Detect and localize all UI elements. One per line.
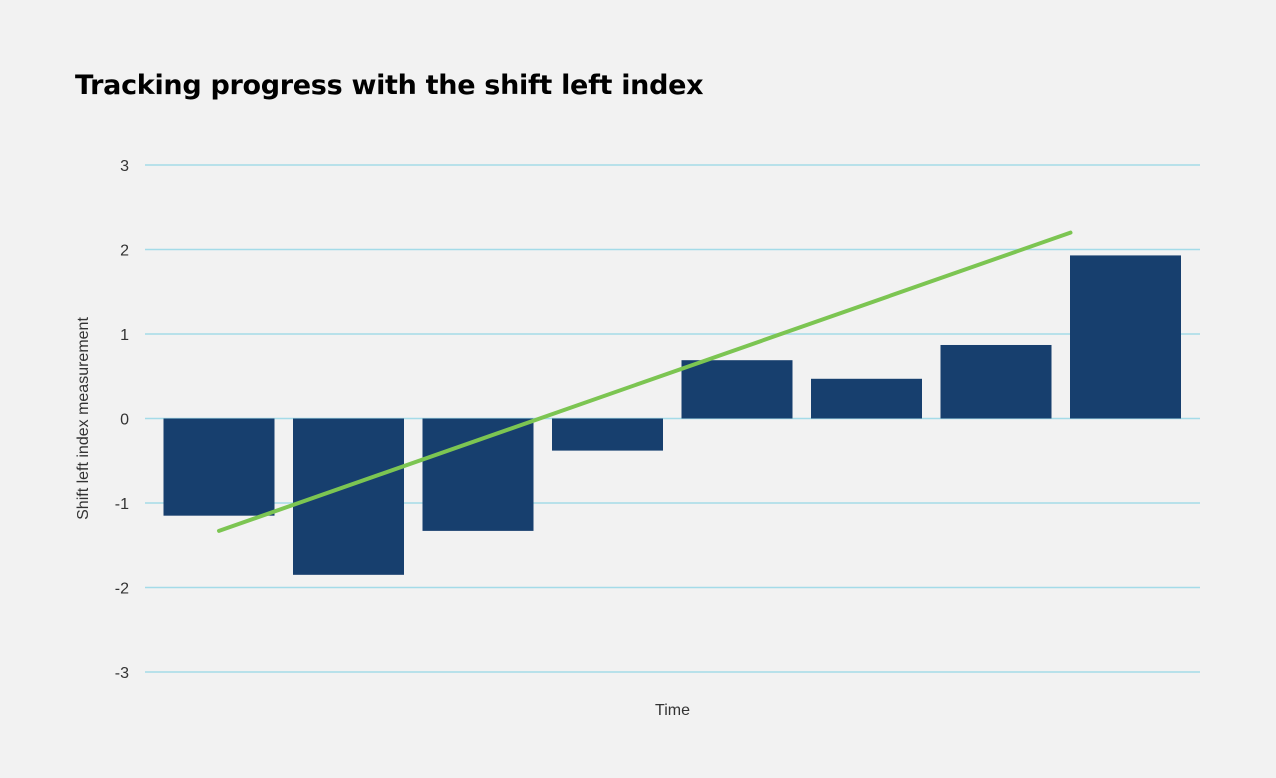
bar-1 [163, 418, 275, 516]
x-axis-label: Time [655, 702, 690, 719]
bars [163, 255, 1181, 575]
y-tick-label: -2 [115, 581, 129, 598]
y-tick-label: -3 [115, 665, 129, 682]
y-axis-label: Shift left index measurement [75, 317, 92, 520]
bar-5 [681, 360, 793, 419]
chart-title: Tracking progress with the shift left in… [75, 70, 704, 101]
bar-3 [422, 418, 534, 531]
y-tick-label: 2 [120, 243, 129, 260]
bar-8 [1070, 255, 1181, 419]
bar-7 [940, 344, 1052, 419]
y-tick-label: 0 [120, 412, 129, 429]
trend-line [217, 230, 1073, 533]
bar-6 [811, 378, 922, 419]
y-tick-label: 1 [120, 327, 129, 344]
y-tick-label: 3 [120, 158, 129, 175]
bar-4 [552, 418, 663, 451]
y-tick-label: -1 [115, 496, 129, 513]
y-tick-labels: 3 2 1 0 -1 -2 -3 [115, 158, 129, 682]
bar-2 [293, 418, 404, 575]
